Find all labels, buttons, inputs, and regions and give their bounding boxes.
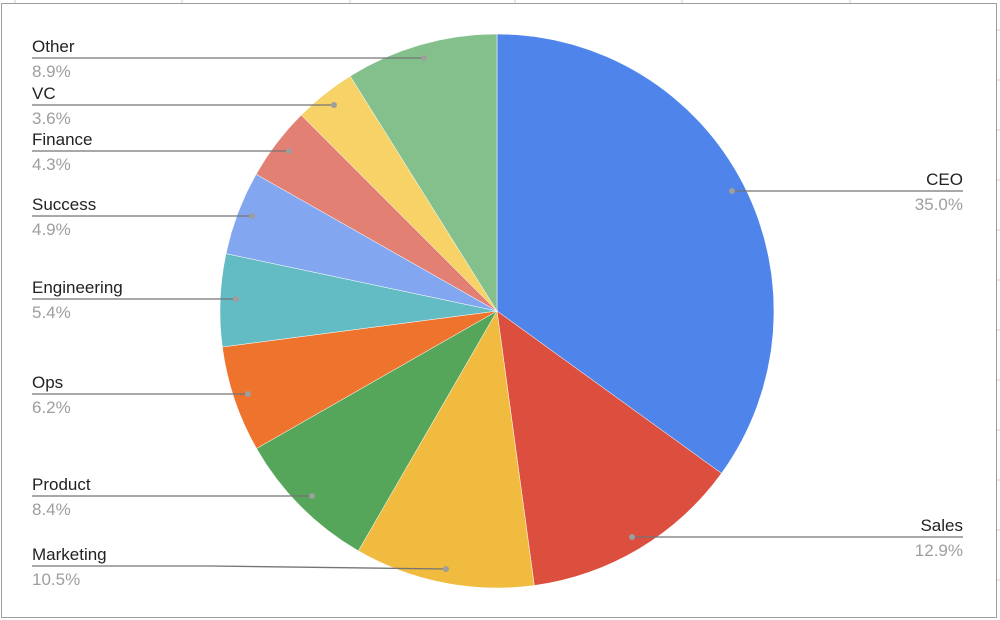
label-engineering: Engineering 5.4%: [32, 278, 239, 322]
slice-label: Marketing: [32, 545, 107, 564]
label-ceo: CEO 35.0%: [729, 170, 963, 214]
leader-dot: [421, 55, 427, 61]
leader-dot: [331, 102, 337, 108]
slice-percent: 8.4%: [32, 500, 71, 519]
label-ops: Ops 6.2%: [32, 373, 251, 417]
leader-dot: [249, 213, 255, 219]
pie-slice-product[interactable]: [256, 310, 498, 552]
label-success: Success 4.9%: [32, 195, 255, 239]
slice-label: Engineering: [32, 278, 123, 297]
label-vc: VC 3.6%: [32, 84, 337, 128]
pie-slice-ceo[interactable]: [496, 33, 775, 474]
pie-slice-marketing[interactable]: [358, 310, 535, 589]
slice-percent: 5.4%: [32, 303, 71, 322]
pie-slices: [219, 33, 775, 589]
leader-dot: [309, 493, 315, 499]
label-product: Product 8.4%: [32, 475, 315, 519]
slice-label: CEO: [926, 170, 963, 189]
slice-label: Finance: [32, 130, 92, 149]
leader-dot: [286, 148, 292, 154]
leader-dot: [233, 296, 239, 302]
leader-dot: [729, 188, 735, 194]
label-other: Other 8.9%: [32, 37, 427, 81]
leader-line: [32, 565, 447, 570]
label-sales: Sales 12.9%: [629, 516, 963, 560]
leader-dot: [629, 534, 635, 540]
slice-percent: 8.9%: [32, 62, 71, 81]
slice-label: Sales: [920, 516, 963, 535]
pie-slice-other[interactable]: [349, 33, 498, 312]
slice-label: VC: [32, 84, 56, 103]
slice-percent: 4.3%: [32, 155, 71, 174]
label-finance: Finance 4.3%: [32, 130, 292, 174]
leader-dot: [443, 566, 449, 572]
pie-slice-sales[interactable]: [496, 310, 722, 586]
slice-label: Product: [32, 475, 91, 494]
label-marketing: Marketing 10.5%: [32, 545, 449, 589]
slice-percent: 3.6%: [32, 109, 71, 128]
slice-label: Ops: [32, 373, 63, 392]
slice-label: Other: [32, 37, 75, 56]
slice-label: Success: [32, 195, 96, 214]
slice-percent: 12.9%: [915, 541, 963, 560]
slice-percent: 4.9%: [32, 220, 71, 239]
leader-dot: [245, 391, 251, 397]
slice-labels: CEO 35.0% Sales 12.9% Marketing 10.5% Product 8…: [32, 37, 963, 589]
slice-percent: 6.2%: [32, 398, 71, 417]
slice-percent: 35.0%: [915, 195, 963, 214]
slice-percent: 10.5%: [32, 570, 80, 589]
